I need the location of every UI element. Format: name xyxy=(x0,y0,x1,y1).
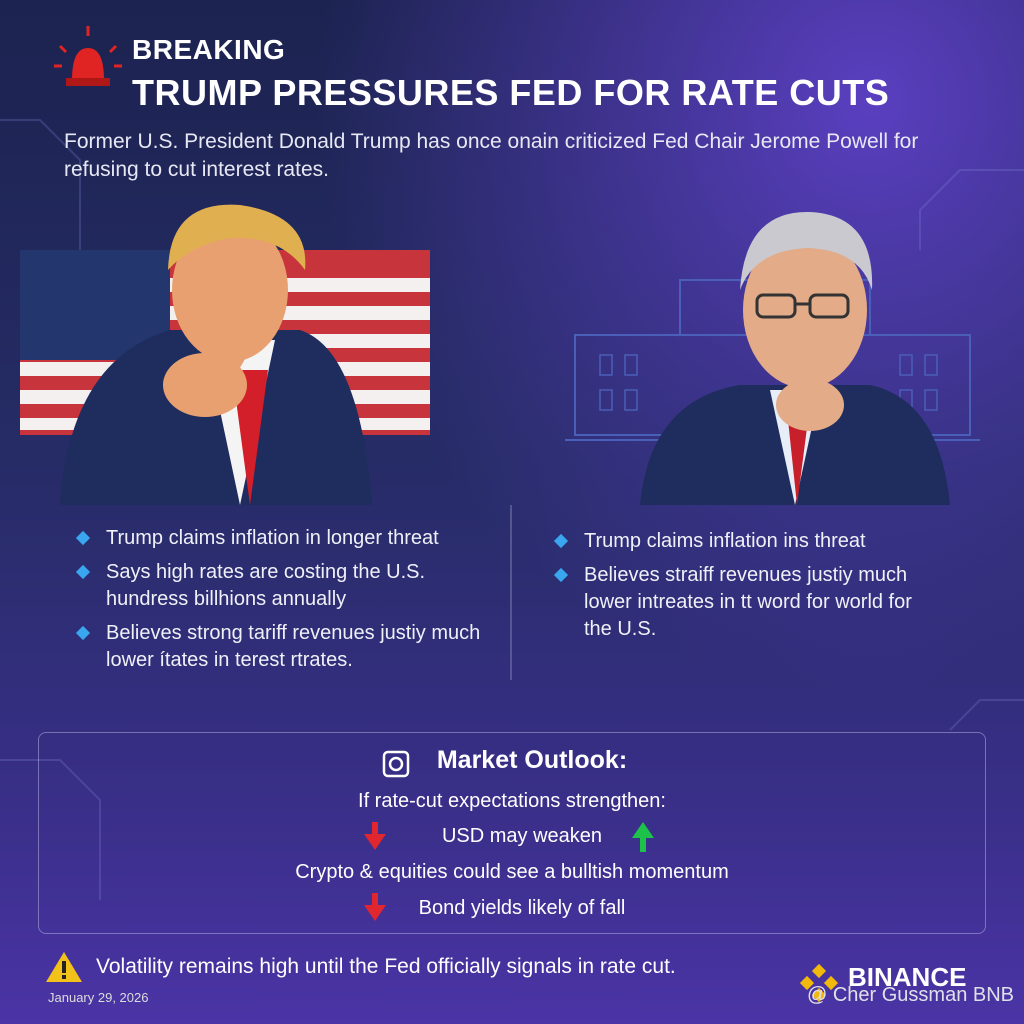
date: January 29, 2026 xyxy=(48,990,149,1005)
warning-icon xyxy=(46,952,82,982)
bullet: Trump claims inflation ins threat xyxy=(554,528,934,555)
siren-icon xyxy=(54,26,122,86)
brand: BINANCE xyxy=(848,962,967,992)
bullet: Believes straiff revenues justiy much lo… xyxy=(554,562,934,643)
headline: TRUMP PRESSURES FED FOR RATE CUTS xyxy=(132,72,890,113)
left-figure xyxy=(60,204,372,505)
outlook-icon xyxy=(382,750,410,778)
bullet: Believes strong tariff revenues justiy m… xyxy=(76,620,486,674)
intro: Former U.S. President Donald Trump has o… xyxy=(64,130,919,181)
arrow-down xyxy=(364,893,386,921)
outlook-item: Crypto & equities could see a bulltish m… xyxy=(295,861,729,883)
right-figure xyxy=(640,211,950,505)
outlook-box xyxy=(38,732,986,934)
outlook-item: Bond yields likely of fall xyxy=(418,897,626,919)
left-points: Trump claims inflation in longer threat … xyxy=(76,525,486,681)
warning: Volatility remains high until the Fed of… xyxy=(96,955,676,978)
outlook-item: USD may weaken xyxy=(441,825,603,847)
binance-logo xyxy=(799,963,839,1003)
bullet: Trump claims inflation in longer threat xyxy=(76,525,486,552)
outlook-title: Market Outlook: xyxy=(436,746,628,774)
credit: @ Cher Gussman BNB xyxy=(806,984,1014,1006)
outlook-condition: If rate-cut expectations strengthen: xyxy=(358,790,666,812)
arrow-down xyxy=(364,822,386,850)
bullet: Says high rates are costing the U.S. hun… xyxy=(76,559,486,613)
breaking-label: BREAKING xyxy=(132,34,286,65)
right-points: Trump claims inflation ins threat Believ… xyxy=(554,528,934,650)
arrow-up xyxy=(632,822,654,852)
